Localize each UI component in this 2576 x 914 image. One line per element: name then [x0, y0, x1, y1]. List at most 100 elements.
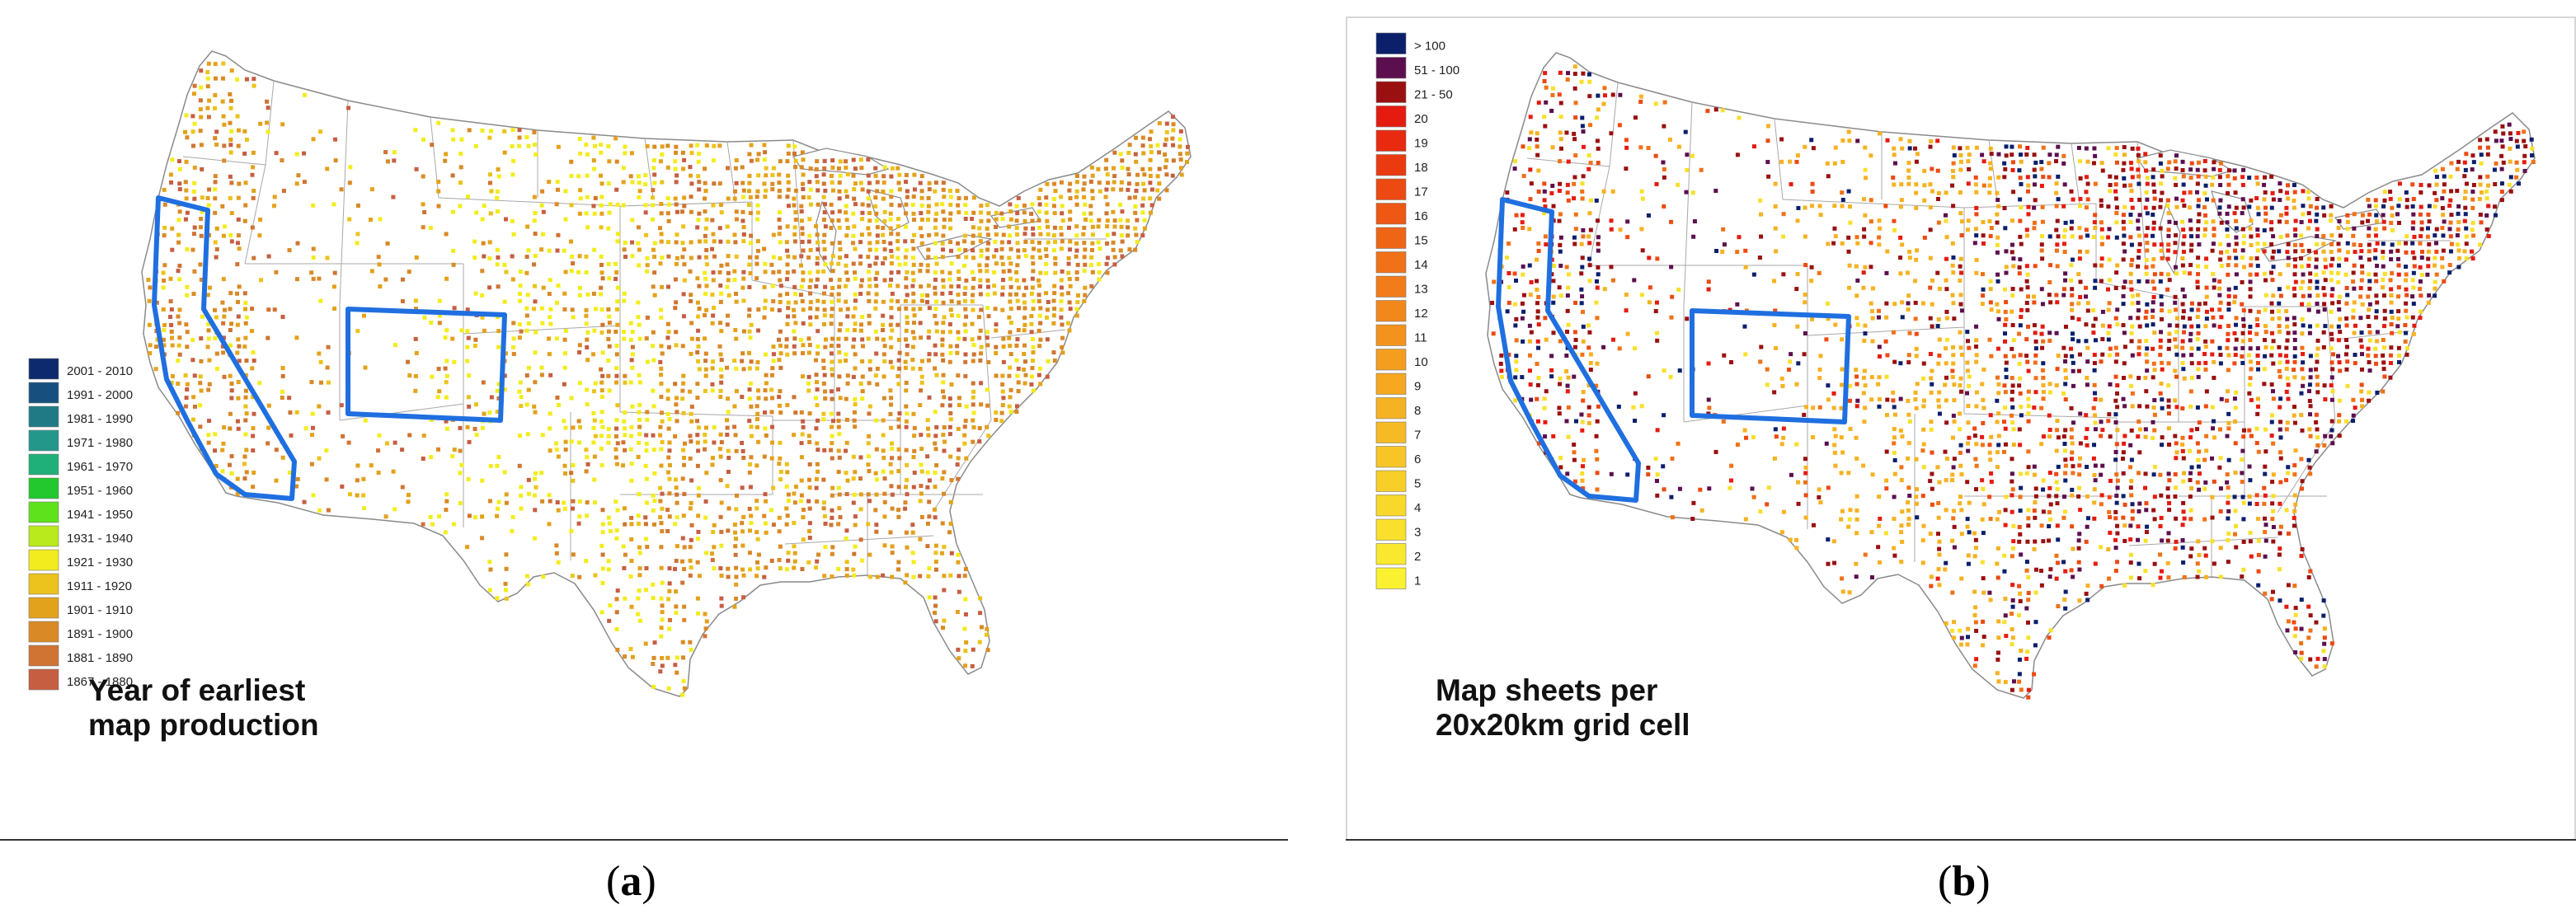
grid-cell	[222, 307, 227, 312]
grid-cell	[2047, 434, 2052, 439]
grid-cell	[1618, 227, 1623, 232]
grid-cell	[1981, 502, 1986, 507]
grid-cell	[1757, 255, 1762, 260]
grid-cell	[665, 335, 670, 340]
grid-cell	[1928, 352, 1933, 357]
grid-cell	[1920, 301, 1925, 306]
grid-cell	[326, 380, 331, 385]
grid-cell	[852, 418, 857, 423]
grid-cell	[2115, 263, 2120, 268]
grid-cell	[1839, 382, 1844, 387]
grid-cell	[1586, 383, 1591, 388]
grid-cell	[1558, 115, 1563, 120]
grid-cell	[1848, 220, 1853, 225]
grid-cell	[1936, 361, 1941, 366]
grid-cell	[786, 306, 791, 311]
grid-cell	[985, 424, 990, 429]
grid-cell	[2122, 183, 2127, 188]
grid-cell	[814, 358, 819, 363]
grid-cell	[1014, 204, 1019, 209]
grid-cell	[200, 166, 204, 171]
grid-cell	[1972, 589, 1977, 594]
grid-cell	[665, 211, 670, 216]
grid-cell	[1088, 211, 1093, 216]
grid-cell	[712, 254, 717, 259]
grid-cell	[1579, 241, 1584, 246]
grid-cell	[2115, 391, 2120, 396]
legend-swatch	[28, 405, 59, 428]
grid-cell	[2003, 442, 2008, 447]
grid-cell	[192, 165, 197, 170]
grid-cell	[274, 270, 279, 274]
grid-cell	[1112, 232, 1116, 237]
grid-cell	[1936, 190, 1941, 195]
grid-cell	[1935, 168, 1940, 173]
grid-cell	[896, 358, 901, 363]
grid-cell	[853, 181, 858, 186]
grid-cell	[1930, 486, 1934, 491]
grid-cell	[1596, 404, 1601, 409]
grid-cell	[940, 352, 945, 357]
grid-cell	[1974, 628, 1979, 633]
grid-cell	[1075, 262, 1080, 267]
grid-cell	[830, 158, 835, 163]
grid-cell	[719, 596, 724, 601]
grid-cell	[1794, 546, 1799, 551]
grid-cell	[895, 232, 900, 237]
grid-cell	[1112, 166, 1116, 171]
grid-cell	[778, 403, 783, 408]
grid-cell	[251, 350, 256, 355]
grid-cell	[858, 284, 863, 288]
grid-cell	[243, 335, 248, 340]
grid-cell	[1722, 353, 1727, 358]
grid-cell	[1811, 523, 1816, 527]
grid-cell	[897, 262, 902, 267]
grid-cell	[1565, 330, 1570, 335]
grid-cell	[465, 329, 470, 334]
grid-cell	[1706, 279, 1711, 284]
grid-cell	[622, 298, 627, 303]
grid-cell	[1507, 285, 1511, 290]
grid-cell	[853, 306, 858, 311]
grid-cell	[525, 224, 530, 229]
grid-cell	[1097, 270, 1102, 274]
grid-cell	[747, 262, 752, 267]
grid-cell	[1891, 330, 1896, 335]
grid-cell	[2093, 263, 2098, 268]
grid-cell	[257, 381, 262, 386]
grid-cell	[1973, 457, 1978, 462]
grid-cell	[718, 321, 723, 326]
grid-cell	[1163, 137, 1168, 142]
grid-cell	[496, 382, 501, 387]
grid-cell	[2076, 272, 2081, 277]
grid-cell	[919, 447, 924, 452]
grid-cell	[985, 232, 990, 237]
grid-cell	[1936, 220, 1941, 225]
grid-cell	[1029, 291, 1034, 296]
grid-cell	[949, 478, 954, 483]
grid-cell	[540, 321, 545, 326]
grid-cell	[682, 617, 687, 622]
grid-cell	[1164, 172, 1169, 177]
grid-cell	[754, 404, 759, 409]
grid-cell	[2063, 220, 2068, 225]
grid-cell	[1120, 209, 1125, 214]
grid-cell	[1965, 360, 1970, 365]
grid-cell	[229, 98, 234, 103]
grid-cell	[1772, 456, 1777, 461]
grid-cell	[2017, 383, 2022, 388]
grid-cell	[229, 239, 234, 244]
grid-cell	[1016, 389, 1021, 394]
grid-cell	[1818, 500, 1823, 505]
grid-cell	[369, 463, 374, 468]
grid-cell	[413, 336, 418, 341]
grid-cell	[243, 373, 248, 377]
grid-cell	[177, 181, 182, 186]
grid-cell	[1647, 300, 1652, 305]
grid-cell	[845, 225, 850, 230]
grid-cell	[808, 322, 813, 327]
grid-cell	[621, 180, 626, 185]
grid-cell	[711, 313, 716, 318]
grid-cell	[592, 477, 597, 482]
